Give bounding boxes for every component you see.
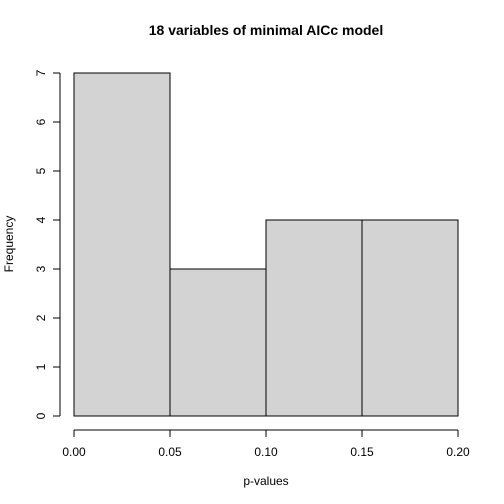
y-tick-label: 7 [34, 69, 48, 76]
histogram-bar-3 [361, 219, 459, 417]
y-tick-label: 1 [34, 363, 48, 370]
y-tick-label: 5 [34, 167, 48, 174]
x-tick-label: 0.05 [158, 445, 182, 459]
histogram-bar-2 [265, 219, 363, 417]
x-axis: 0.00 0.05 0.10 0.15 0.20 [62, 429, 470, 459]
histogram-bar-1 [169, 268, 267, 417]
chart-title: 18 variables of minimal AICc model [149, 22, 383, 38]
x-tick-label: 0.00 [62, 445, 86, 459]
y-axis-label: Frequency [2, 216, 16, 273]
histogram-bar-0 [73, 72, 171, 417]
x-axis-label: p-values [243, 474, 288, 488]
y-tick-label: 2 [34, 314, 48, 321]
y-tick-label: 3 [34, 265, 48, 272]
y-tick-label: 6 [34, 118, 48, 125]
x-tick-label: 0.20 [446, 445, 470, 459]
x-tick-label: 0.15 [350, 445, 374, 459]
y-tick-label: 0 [34, 412, 48, 419]
bars [73, 72, 459, 417]
y-axis: 0 1 2 3 4 5 6 7 [34, 69, 61, 419]
x-tick-label: 0.10 [254, 445, 278, 459]
y-tick-label: 4 [34, 216, 48, 223]
